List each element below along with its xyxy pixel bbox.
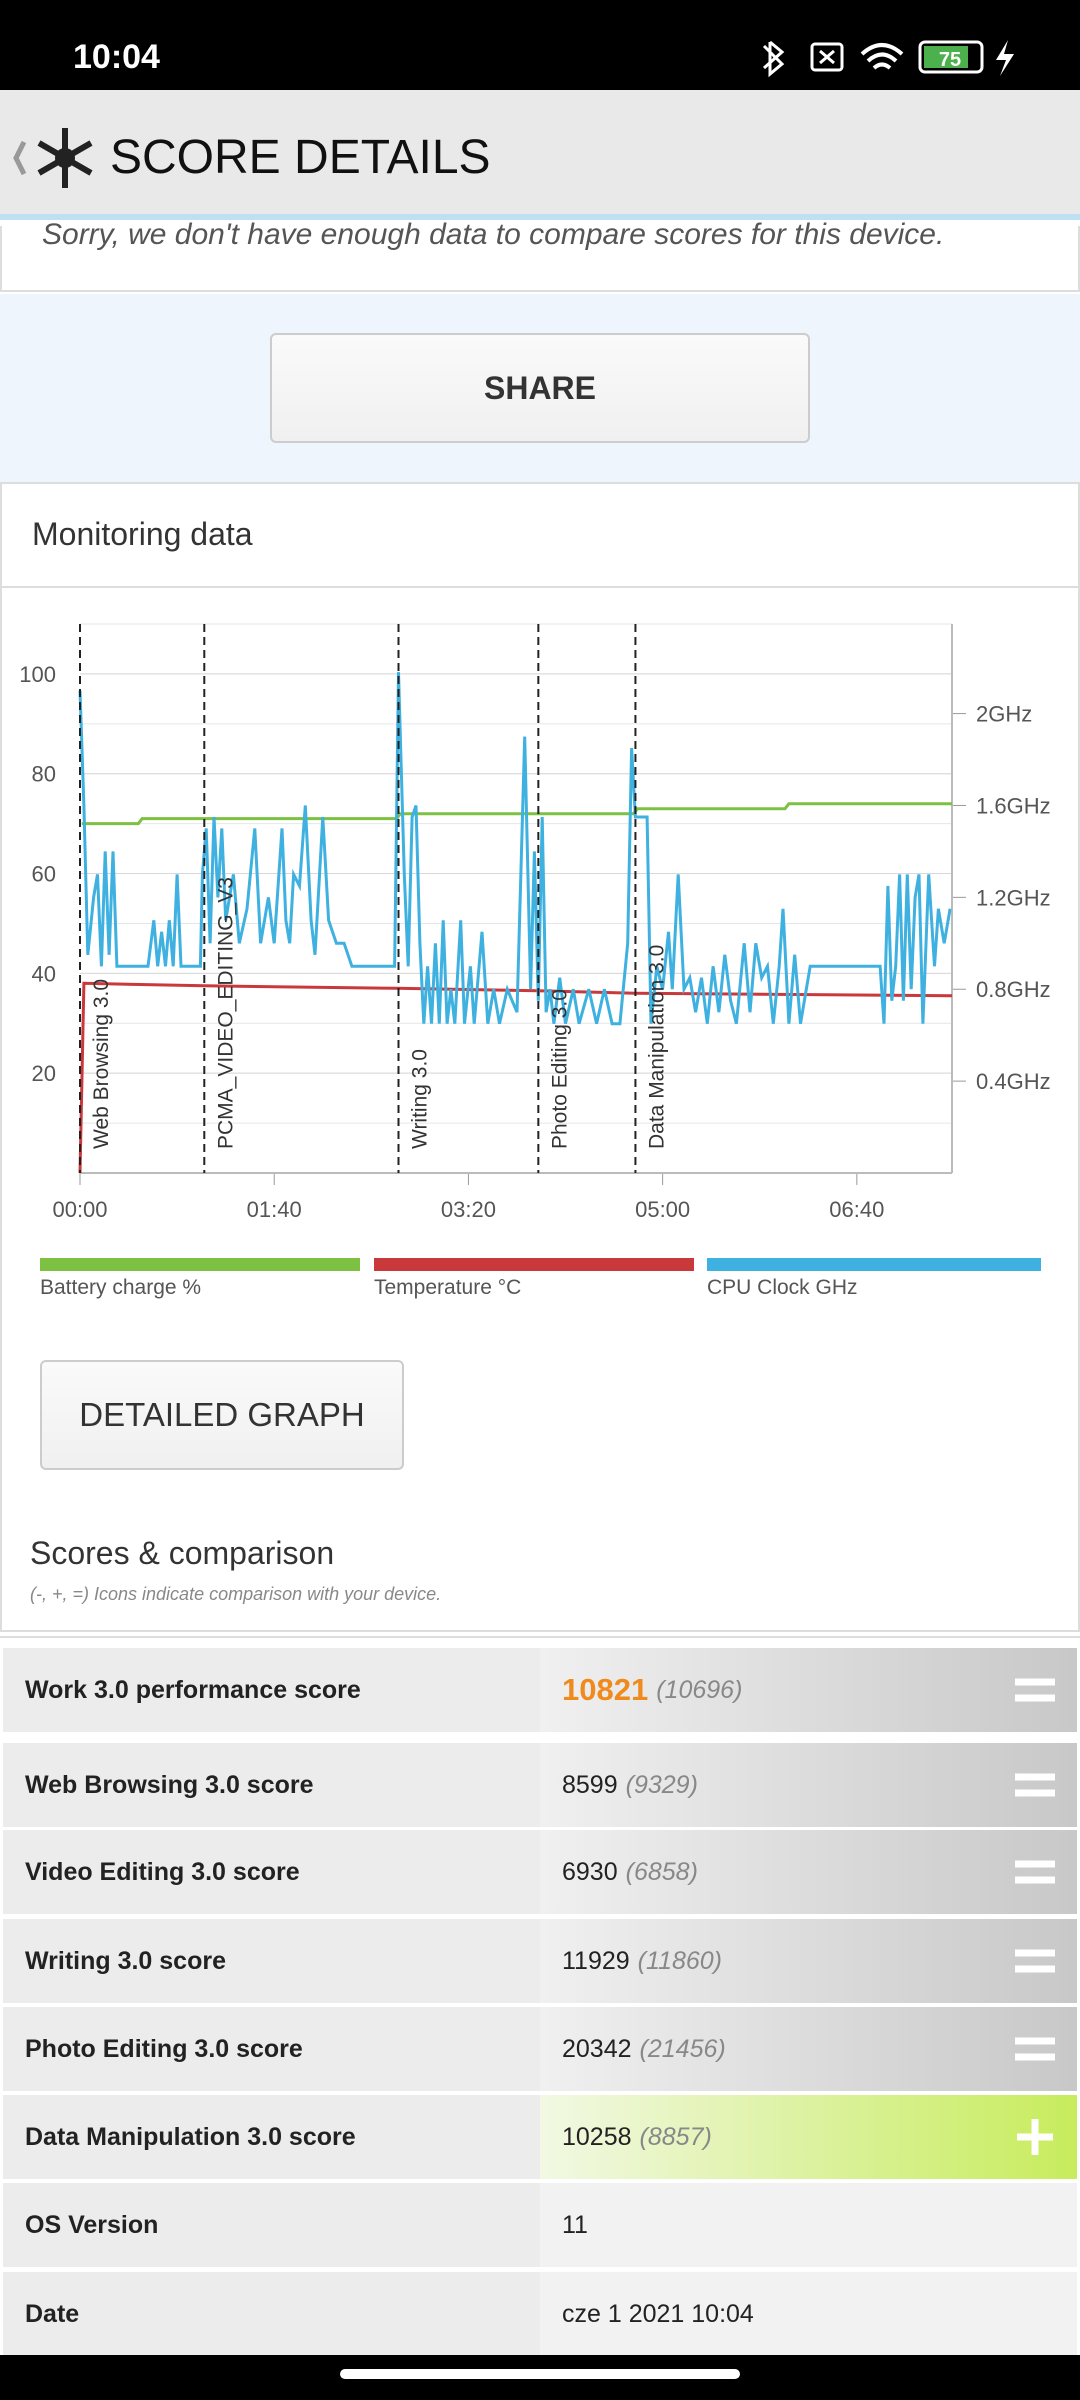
score-value: cze 1 2021 10:04	[562, 2299, 754, 2328]
row-label: Video Editing 3.0 score	[3, 1830, 540, 1914]
marker-label: Photo Editing 3.0	[548, 989, 571, 1149]
series-line	[78, 672, 952, 1026]
score-value: 8599	[562, 1770, 618, 1799]
row-label: Web Browsing 3.0 score	[3, 1743, 540, 1827]
marker-label: PCMA_VIDEO_EDITING_V3	[214, 877, 237, 1149]
y2-tick-label: 2GHz	[976, 702, 1032, 727]
score-row: Work 3.0 performance score 10821 (10696)	[3, 1648, 1077, 1732]
y-tick-label: 100	[19, 662, 56, 687]
score-value: 6930	[562, 1857, 618, 1886]
monitoring-chart: 20 40 60 80 100 0.4GHz 0.8GHz 1.2GHz 1.6GHz 2GHz 0…	[19, 623, 1051, 1299]
page-title: SCORE DETAILS	[110, 131, 491, 184]
reference-score: (6858)	[625, 1857, 698, 1886]
y-tick-label: 60	[32, 862, 56, 887]
row-label: OS Version	[3, 2183, 540, 2267]
score-row: OS Version 11	[3, 2183, 1077, 2267]
section-title: Monitoring data	[32, 516, 253, 552]
scores-subtitle: (-, +, =) Icons indicate comparison with…	[30, 1584, 442, 1604]
row-label: Data Manipulation 3.0 score	[3, 2095, 540, 2179]
legend-swatch	[40, 1258, 360, 1271]
marker-label: Web Browsing 3.0	[90, 979, 113, 1149]
share-area: SHARE	[0, 294, 1080, 482]
comparison-icon	[1015, 1678, 1055, 1702]
series-line	[81, 802, 952, 826]
score-value: 20342	[562, 2034, 632, 2063]
clock: 10:04	[73, 38, 160, 76]
x-tick-label: 05:00	[635, 1197, 690, 1222]
score-row: Date cze 1 2021 10:04	[3, 2272, 1077, 2356]
y-tick-label: 20	[32, 1061, 56, 1086]
reference-score: (8857)	[639, 2122, 712, 2151]
y-tick-label: 40	[32, 961, 56, 986]
reference-score: (9329)	[625, 1770, 698, 1799]
comparison-icon	[1015, 1773, 1055, 1797]
row-value-cell: 10258 (8857)	[540, 2095, 1077, 2179]
row-label: Date	[3, 2272, 540, 2356]
row-label: Photo Editing 3.0 score	[3, 2007, 540, 2091]
share-button[interactable]: SHARE	[270, 333, 810, 443]
nav-bar	[0, 2355, 1080, 2400]
score-row: Data Manipulation 3.0 score 10258 (8857)	[3, 2095, 1077, 2179]
legend-label: Temperature °C	[374, 1276, 521, 1299]
detailed-graph-button[interactable]: DETAILED GRAPH	[40, 1360, 404, 1470]
reference-score: (21456)	[639, 2034, 726, 2063]
legend-swatch	[707, 1258, 1041, 1271]
marker-label: Writing 3.0	[409, 1049, 432, 1149]
status-icons: 75	[762, 40, 1014, 78]
notice-text: Sorry, we don't have enough data to comp…	[42, 218, 945, 251]
y-tick-label: 80	[32, 762, 56, 787]
battery-level: 75	[939, 49, 961, 71]
y2-tick-label: 1.6GHz	[976, 793, 1051, 818]
score-value: 11	[562, 2210, 588, 2239]
x-tick-label: 03:20	[441, 1197, 496, 1222]
back-logo[interactable]	[10, 122, 100, 192]
app-header: SCORE DETAILS	[0, 90, 1080, 220]
score-row: Video Editing 3.0 score 6930 (6858)	[3, 1830, 1077, 1914]
marker-label: Data Manipulation 3.0	[645, 945, 668, 1149]
status-bar: 10:04 75	[0, 0, 1080, 90]
y2-tick-label: 0.8GHz	[976, 977, 1051, 1002]
x-tick-label: 06:40	[829, 1197, 884, 1222]
comparison-icon	[1015, 1949, 1055, 1973]
y2-tick-label: 1.2GHz	[976, 885, 1051, 910]
score-value: 10821	[562, 1672, 649, 1707]
row-value-cell: 6930 (6858)	[540, 1830, 1077, 1914]
divider	[0, 1636, 1080, 1638]
scores-title: Scores & comparison	[30, 1535, 335, 1571]
row-value-cell: 11929 (11860)	[540, 1919, 1077, 2003]
legend-swatch	[374, 1258, 694, 1271]
row-value-cell: 20342 (21456)	[540, 2007, 1077, 2091]
row-value-cell: cze 1 2021 10:04	[540, 2272, 1077, 2356]
notice-card: Sorry, we don't have enough data to comp…	[0, 218, 1080, 292]
row-label: Work 3.0 performance score	[3, 1648, 540, 1732]
row-value-cell: 11	[540, 2183, 1077, 2267]
legend-label: Battery charge %	[40, 1276, 201, 1299]
row-value-cell: 10821 (10696)	[540, 1648, 1077, 1732]
score-value: 11929	[562, 1946, 630, 1975]
score-row: Web Browsing 3.0 score 8599 (9329)	[3, 1743, 1077, 1827]
legend-label: CPU Clock GHz	[707, 1276, 858, 1299]
comparison-icon	[1015, 2037, 1055, 2061]
row-value-cell: 8599 (9329)	[540, 1743, 1077, 1827]
y2-tick-label: 0.4GHz	[976, 1069, 1051, 1094]
reference-score: (10696)	[656, 1675, 743, 1704]
x-tick-label: 00:00	[52, 1197, 107, 1222]
x-tick-label: 01:40	[247, 1197, 302, 1222]
score-row: Photo Editing 3.0 score 20342 (21456)	[3, 2007, 1077, 2091]
score-row: Writing 3.0 score 11929 (11860)	[3, 1919, 1077, 2003]
row-label: Writing 3.0 score	[3, 1919, 540, 2003]
reference-score: (11860)	[637, 1946, 722, 1975]
home-indicator[interactable]	[340, 2369, 740, 2379]
comparison-icon	[1017, 2119, 1053, 2155]
score-value: 10258	[562, 2122, 632, 2151]
divider	[2, 586, 1078, 588]
comparison-icon	[1015, 1860, 1055, 1884]
